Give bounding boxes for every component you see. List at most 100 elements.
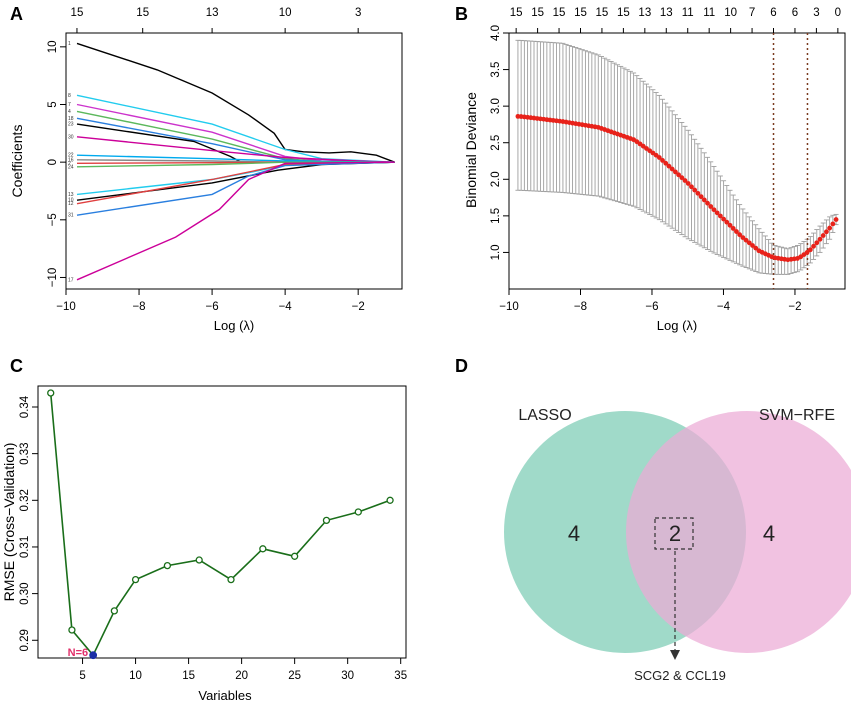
coefficient-path-label: 7 — [68, 102, 71, 108]
deviance-plot-frame — [508, 32, 846, 290]
deviance-point — [820, 233, 826, 238]
deviance-top-tick-label: 6 — [792, 7, 798, 19]
coefficient-path-label: 18 — [68, 116, 74, 122]
rmse-cross-validation-chart: 5 10 15 20 25 30 35 0.29 0.30 0.31 0.32 0.33 0.34 N… — [1, 385, 407, 703]
deviance-point — [721, 216, 726, 222]
lasso-y-tick-label: −10 — [47, 268, 59, 288]
deviance-point — [727, 222, 733, 228]
deviance-point — [824, 229, 829, 235]
lasso-y-tick-label: 5 — [47, 101, 59, 107]
deviance-point — [753, 245, 759, 251]
rmse-point — [195, 556, 203, 564]
lasso-x-tick-label: −4 — [279, 301, 293, 313]
rmse-y-tick-label: 0.33 — [19, 442, 31, 464]
lasso-x-tick-label: −2 — [352, 301, 365, 313]
deviance-point — [717, 213, 723, 219]
lasso-set-label: LASSO — [518, 407, 571, 424]
deviance-point — [833, 217, 839, 222]
deviance-point — [711, 207, 717, 213]
rmse-x-tick-label: 30 — [341, 670, 354, 682]
deviance-top-tick-label: 13 — [660, 7, 673, 19]
rmse-y-tick-label: 0.32 — [19, 489, 31, 511]
coefficient-path-label: 30 — [68, 134, 74, 140]
deviance-point — [669, 166, 675, 172]
deviance-point — [811, 243, 816, 249]
rmse-point — [386, 496, 394, 504]
coefficient-path-label: 10 — [68, 198, 74, 204]
rmse-point — [131, 575, 140, 584]
rmse-x-tick-label: 35 — [394, 670, 407, 682]
deviance-y-tick-label: 2.5 — [490, 135, 502, 151]
lasso-x-tick-label: −8 — [132, 301, 145, 313]
intersection-arrow-head — [670, 650, 680, 660]
rmse-point — [47, 389, 55, 397]
deviance-top-tick-label: 15 — [553, 7, 566, 19]
lasso-top-tick-label: 15 — [136, 7, 149, 19]
lasso-x-tick-label: −10 — [56, 301, 76, 313]
panel-label-c: C — [10, 356, 23, 376]
deviance-point — [660, 157, 665, 163]
rmse-point — [322, 516, 331, 525]
panel-label-a: A — [10, 4, 23, 24]
deviance-x-tick-label: −2 — [788, 301, 801, 313]
deviance-y-tick-label: 3.5 — [490, 62, 502, 78]
coefficient-path-label: 13 — [68, 192, 74, 198]
intersection-box — [654, 517, 694, 550]
deviance-point — [679, 175, 685, 181]
deviance-top-tick-label: 7 — [749, 7, 755, 19]
intersection-count: 2 — [669, 521, 681, 546]
lasso-only-count: 4 — [568, 521, 580, 546]
rmse-point — [259, 545, 267, 553]
lasso-top-tick-label: 3 — [355, 7, 361, 19]
rmse-plot-frame — [37, 385, 407, 659]
lasso-y-tick-label: 0 — [47, 159, 59, 165]
lasso-top-tick-label: 15 — [71, 7, 84, 19]
rmse-x-tick-label: 15 — [182, 670, 195, 682]
deviance-point — [682, 178, 688, 183]
panel-label-d: D — [455, 356, 468, 376]
deviance-x-tick-label: −4 — [717, 301, 731, 313]
rmse-y-tick-label: 0.29 — [19, 629, 31, 651]
rmse-point — [290, 552, 299, 560]
rmse-point — [68, 626, 76, 634]
lasso-x-axis-label: Log (λ) — [214, 318, 254, 333]
deviance-point — [807, 247, 813, 253]
deviance-top-tick-label: 11 — [682, 7, 694, 19]
rmse-x-tick-label: 20 — [235, 670, 248, 682]
deviance-top-tick-label: 15 — [510, 7, 523, 19]
deviance-top-tick-label: 11 — [703, 7, 715, 19]
deviance-point — [672, 169, 678, 175]
deviance-y-axis-label: Binomial Deviance — [463, 92, 479, 208]
coefficient-path-label: 31 — [68, 213, 74, 219]
svm-rfe-only-count: 4 — [763, 521, 775, 546]
coefficient-path-31 — [76, 161, 395, 216]
coefficient-path-1 — [76, 42, 395, 163]
venn-diagram: LASSO SVM−RFE 4 4 2 SCG2 & CCL19 — [504, 407, 851, 683]
deviance-point — [685, 181, 691, 186]
deviance-y-tick-label: 4.0 — [490, 25, 502, 41]
deviance-point — [705, 200, 710, 206]
coefficient-path-label: 12 — [68, 201, 74, 207]
rmse-x-tick-label: 25 — [288, 670, 301, 682]
rmse-x-axis-label: Variables — [198, 688, 252, 703]
rmse-point — [354, 508, 362, 516]
deviance-y-tick-label: 2.0 — [490, 171, 502, 187]
rmse-point — [163, 561, 172, 570]
deviance-point — [734, 229, 739, 234]
deviance-top-tick-label: 10 — [724, 7, 737, 19]
deviance-point — [714, 210, 720, 216]
lasso-x-tick-label: −6 — [206, 301, 219, 313]
svm-rfe-set-label: SVM−RFE — [759, 407, 835, 424]
coefficient-path-label: 23 — [68, 122, 74, 128]
deviance-point — [676, 172, 682, 178]
coefficient-path-label: 8 — [68, 93, 71, 99]
deviance-point — [698, 194, 704, 200]
coefficient-path-label: 17 — [68, 277, 74, 283]
deviance-y-tick-label: 3.0 — [490, 98, 502, 114]
rmse-x-tick-label: 10 — [129, 670, 142, 682]
deviance-point — [656, 155, 662, 160]
deviance-point — [708, 204, 714, 209]
rmse-y-axis-label: RMSE (Cross−Validation) — [1, 443, 17, 602]
coefficient-path-17 — [76, 161, 395, 281]
